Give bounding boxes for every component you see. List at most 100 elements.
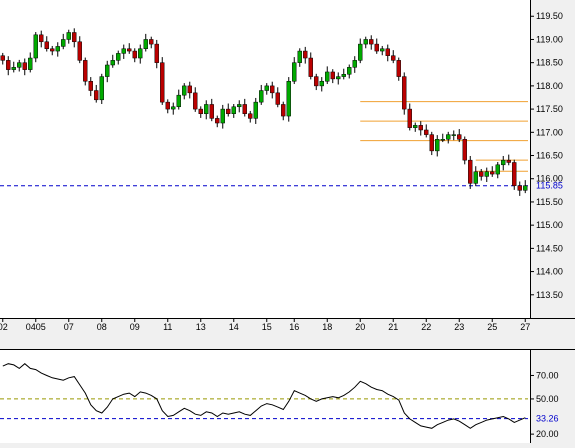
price-levels: [0, 101, 528, 187]
candle-body: [209, 104, 214, 119]
x-ticks: 02 0405 07 08 09 11 13 14 15 16 18 20 21 22 23 25 27: [0, 318, 530, 332]
candle-body: [473, 171, 478, 184]
candle-body: [99, 76, 104, 101]
oscillator: 70.00 50.00 20.00 33.26: [0, 363, 559, 439]
candle-body: [303, 50, 308, 59]
candle-body: [341, 74, 346, 77]
x-tick-label: 11: [163, 322, 172, 332]
price-tick-label: 116.50: [536, 151, 563, 161]
candle-body: [61, 39, 66, 47]
candle-body: [149, 39, 154, 45]
candle-body: [121, 48, 126, 54]
x-tick-label: 21: [388, 322, 398, 332]
price-tick-label: 115.50: [536, 197, 563, 207]
candle-body: [402, 76, 407, 110]
candle-body: [325, 71, 330, 82]
price-tick-label: 119.50: [536, 11, 563, 21]
x-tick-label: 0405: [26, 322, 46, 332]
candle-body: [88, 80, 93, 91]
candle-body: [50, 48, 55, 52]
candle-body: [94, 90, 99, 101]
candle-body: [517, 185, 522, 191]
x-tick-label: 07: [64, 322, 74, 332]
candle-body: [308, 57, 313, 77]
candle-body: [446, 134, 451, 140]
candle-body: [237, 104, 242, 108]
candle-body: [380, 48, 385, 52]
candle-body: [22, 62, 27, 70]
x-tick-label: 25: [487, 322, 497, 332]
candle-body: [407, 108, 412, 128]
oscillator-tick-label: 50.00: [536, 394, 559, 404]
candle-body: [83, 60, 88, 82]
candle-body: [275, 92, 280, 105]
candle-body: [512, 162, 517, 186]
candle-body: [451, 134, 456, 136]
x-tick-label: 23: [454, 322, 464, 332]
x-tick-label: 15: [262, 322, 272, 332]
candle-body: [363, 39, 368, 45]
x-tick-label: 27: [520, 322, 530, 332]
candle-body: [253, 101, 258, 119]
candle-body: [259, 90, 264, 103]
candle-body: [242, 104, 247, 114]
price-tick-label: 114.00: [536, 267, 563, 277]
candle-body: [495, 164, 500, 175]
candle-body: [352, 60, 357, 68]
candle-body: [418, 125, 423, 131]
x-tick-label: 13: [196, 322, 206, 332]
x-tick-label: 02: [0, 322, 8, 332]
candle-body: [523, 185, 528, 191]
candle-body: [385, 48, 390, 56]
price-tick-label: 113.50: [536, 290, 563, 300]
oscillator-lower-level-label: 33.26: [536, 414, 559, 424]
candle-body: [457, 134, 462, 140]
candle-body: [138, 48, 143, 59]
candle-body: [297, 50, 302, 63]
candle-body: [330, 71, 335, 80]
x-tick-label: 22: [421, 322, 431, 332]
candle-body: [358, 43, 363, 61]
x-tick-label: 08: [97, 322, 107, 332]
oscillator-line: [2, 363, 526, 429]
price-tick-label: 117.50: [536, 104, 563, 114]
candle-body: [248, 113, 253, 119]
candle-body: [0, 55, 5, 61]
candle-body: [171, 106, 176, 110]
price-tick-label: 114.50: [536, 243, 563, 253]
candle-body: [435, 139, 440, 152]
candle-body: [396, 60, 401, 77]
current-price-label: 115.85: [536, 181, 563, 191]
candle-body: [72, 32, 77, 43]
candle-body: [66, 32, 71, 40]
price-panel: [0, 0, 530, 318]
x-tick-label: 18: [322, 322, 332, 332]
candle-body: [374, 43, 379, 52]
candle-body: [127, 48, 132, 52]
x-tick-label: 16: [289, 322, 299, 332]
candle-body: [347, 67, 352, 75]
price-tick-label: 119.00: [536, 34, 563, 44]
candle-body: [424, 129, 429, 135]
candle-body: [226, 108, 231, 114]
price-tick-label: 116.00: [536, 174, 563, 184]
price-tick-label: 118.00: [536, 81, 563, 91]
candle-body: [132, 50, 137, 59]
candle-body: [231, 106, 236, 114]
candle-body: [220, 108, 225, 124]
candle-body: [28, 57, 33, 70]
candle-body: [484, 171, 489, 177]
price-tick-label: 117.00: [536, 127, 563, 137]
x-tick-label: 20: [355, 322, 365, 332]
candle-body: [193, 92, 198, 110]
x-tick-label: 14: [229, 322, 239, 332]
candle-body: [215, 118, 220, 124]
oscillator-panel: [0, 349, 530, 443]
candle-body: [270, 85, 275, 94]
candle-body: [391, 55, 396, 61]
candle-body: [105, 64, 110, 77]
candle-body: [154, 43, 159, 63]
candles: [0, 28, 528, 196]
candle-body: [55, 46, 60, 52]
